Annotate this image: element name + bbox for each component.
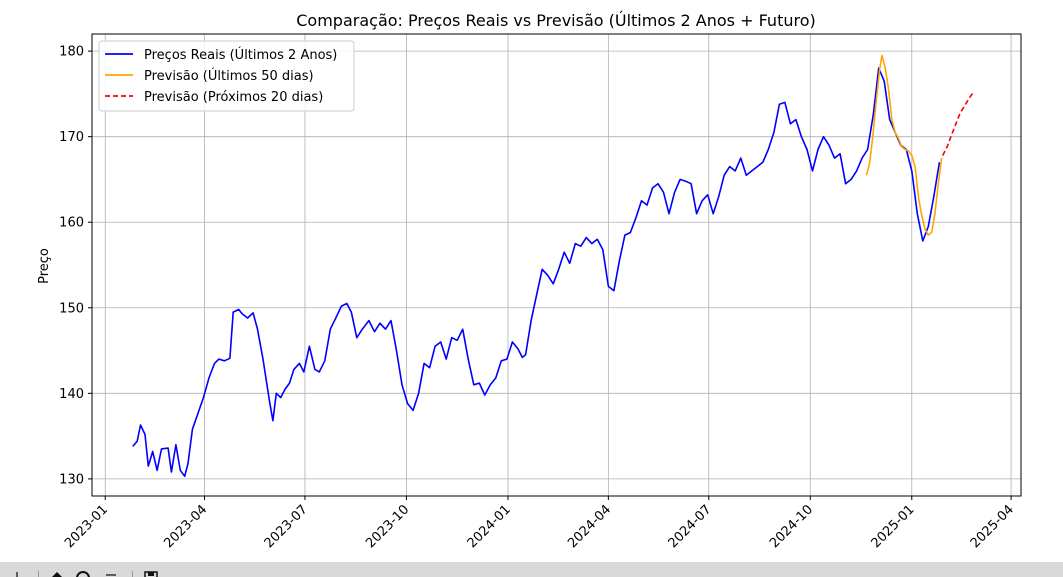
legend: Preços Reais (Últimos 2 Anos) Previsão (Ú… — [98, 40, 355, 112]
x-tick-label: 2024-10 — [767, 502, 816, 551]
figure-toolbar — [0, 562, 1063, 577]
x-tick-label: 2024-04 — [565, 502, 614, 551]
toolbar-separator — [132, 571, 133, 577]
pan-icon[interactable] — [10, 570, 24, 577]
x-tick-label: 2023-01 — [62, 502, 111, 551]
plot-frame — [91, 33, 1022, 497]
legend-label: Preços Reais (Últimos 2 Anos) — [144, 47, 337, 63]
y-tick-label: 130 — [59, 472, 84, 487]
y-tick-label: 150 — [59, 301, 84, 316]
legend-label: Previsão (Próximos 20 dias) — [144, 90, 323, 105]
legend-box — [98, 40, 355, 112]
y-tick-label: 170 — [59, 130, 84, 145]
y-axis-label: Preço — [37, 248, 52, 284]
x-tick-label: 2024-01 — [465, 502, 514, 551]
legend-label: Previsão (Últimos 50 dias) — [144, 68, 314, 84]
chart-figure: 130 140 150 160 170 180 2023-01 2023-04 2023-07 2… — [37, 11, 1022, 551]
forward-arrow-icon[interactable] — [104, 570, 118, 577]
y-tick-label: 140 — [59, 387, 84, 402]
x-tick-label: 2023-04 — [161, 502, 210, 551]
x-tick-label: 2023-07 — [262, 502, 311, 551]
home-icon[interactable] — [50, 570, 64, 577]
x-tick-label: 2023-10 — [363, 502, 412, 551]
x-tick-label: 2024-07 — [666, 502, 715, 551]
y-tick-label: 180 — [59, 45, 84, 60]
toolbar-separator — [38, 571, 39, 577]
x-tick-label: 2025-01 — [869, 502, 918, 551]
series-line-0 — [132, 67, 941, 478]
chart-title: Comparação: Preços Reais vs Previsão (Úl… — [296, 11, 815, 30]
y-tick-label: 160 — [59, 216, 84, 231]
x-tick-label: 2025-04 — [968, 502, 1017, 551]
back-arrow-icon[interactable] — [76, 570, 90, 577]
series-line-2 — [941, 91, 975, 156]
chart-svg: 130 140 150 160 170 180 2023-01 2023-04 2023-07 2… — [37, 11, 1022, 551]
save-icon[interactable] — [144, 570, 158, 577]
series-line-1 — [865, 54, 943, 236]
